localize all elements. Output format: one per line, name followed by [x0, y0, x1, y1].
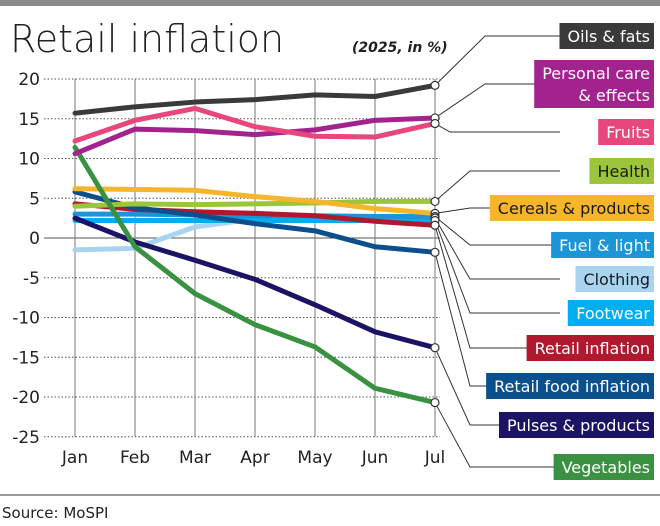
- legend-label-vegetables: Vegetables: [553, 454, 654, 480]
- legend-label-box: [486, 373, 654, 399]
- endpoint-marker: [430, 397, 440, 408]
- legend-label-box: [499, 412, 654, 438]
- legend-label-text: Personal care & effects: [542, 64, 650, 105]
- legend-label-text: Pulses & products: [507, 416, 650, 435]
- legend-label-health: Health: [589, 158, 654, 184]
- x-tick-label: Mar: [179, 448, 211, 468]
- y-tick-label: -20: [12, 388, 40, 408]
- legend-label-box: [559, 23, 654, 49]
- endpoint-marker: [430, 80, 440, 90]
- legend-label-cereals-products: Cereals & products: [489, 195, 654, 221]
- leader-line: [434, 170, 560, 202]
- leader-line: [434, 225, 560, 349]
- series-line-vegetables: [72, 144, 438, 406]
- legend-label-clothing: Clothing: [575, 266, 654, 292]
- legend-label-box: [534, 60, 654, 108]
- chart-title: Retail inflation: [10, 17, 284, 61]
- legend-label-text: Fruits: [606, 123, 650, 142]
- x-tick-label: May: [297, 448, 332, 468]
- legend-label-text: Retail food inflation: [494, 377, 650, 396]
- leader-line: [434, 216, 560, 246]
- y-tick-label: -15: [12, 348, 40, 368]
- legend-label-box: [551, 232, 654, 258]
- x-tick-label: Jan: [61, 448, 88, 468]
- endpoint-marker: [430, 247, 440, 257]
- legend-label-box: [489, 195, 654, 221]
- x-tick-label: Jul: [424, 448, 446, 468]
- series-line-retail-food-inflation: [72, 189, 438, 255]
- series-line-health: [72, 198, 438, 209]
- chart-subtitle: (2025, in %): [352, 40, 448, 56]
- x-tick-label: Apr: [240, 448, 269, 468]
- legend-label-text: Cereals & products: [498, 199, 650, 218]
- leader-line: [434, 402, 560, 468]
- y-tick-label: -5: [23, 269, 40, 289]
- legend-label-box: [526, 335, 654, 361]
- endpoint-marker: [430, 220, 440, 230]
- legend-label-pulses-products: Pulses & products: [499, 412, 654, 438]
- y-tick-label: 20: [18, 70, 40, 90]
- legend-label-text: Footwear: [576, 304, 650, 323]
- legend-label-fuel-light: Fuel & light: [551, 232, 654, 258]
- x-tick-label: Jun: [361, 448, 389, 468]
- y-tick-label: 15: [18, 110, 40, 130]
- leader-line: [434, 35, 560, 86]
- leader-line: [434, 217, 560, 280]
- endpoint-marker: [430, 196, 440, 207]
- legend-label-retail-food-inflation: Retail food inflation: [486, 373, 654, 399]
- legend-label-box: [589, 158, 654, 184]
- legend-label-footwear: Footwear: [567, 300, 654, 326]
- legend-label-retail-inflation: Retail inflation: [526, 335, 654, 361]
- legend-label-box: [598, 119, 654, 145]
- y-tick-label: -25: [12, 428, 40, 448]
- legend-label-text: Health: [597, 162, 650, 181]
- y-tick-label: 0: [29, 229, 40, 249]
- legend-label-box: [575, 266, 654, 292]
- leader-line: [434, 123, 560, 133]
- legend-label-personal-care-effects: Personal care & effects: [534, 60, 654, 108]
- series-line-fruits: [72, 105, 438, 144]
- x-tick-label: Feb: [120, 448, 150, 468]
- top-bar: [0, 0, 660, 6]
- legend-label-text: Vegetables: [562, 458, 650, 477]
- series-line-oils-fats: [72, 82, 438, 116]
- endpoint-marker: [430, 343, 440, 353]
- leader-line: [434, 220, 560, 314]
- y-tick-label: 10: [18, 150, 40, 170]
- legend-label-box: [567, 300, 654, 326]
- leader-line: [434, 252, 560, 387]
- endpoint-marker: [430, 118, 440, 129]
- legend-label-box: [553, 454, 654, 480]
- legend-label-oils-fats: Oils & fats: [559, 23, 654, 49]
- legend-label-text: Oils & fats: [567, 27, 650, 46]
- legend-label-text: Clothing: [583, 270, 650, 289]
- y-tick-label: -10: [12, 309, 40, 329]
- series-line-personal-care-effects: [72, 115, 438, 157]
- y-tick-label: 5: [29, 189, 40, 209]
- legend-label-text: Fuel & light: [559, 236, 650, 255]
- series-line-cereals-products: [72, 186, 438, 216]
- source-note: Source: MoSPI: [2, 504, 108, 522]
- legend-label-text: Retail inflation: [535, 339, 650, 358]
- legend-label-fruits: Fruits: [598, 119, 654, 145]
